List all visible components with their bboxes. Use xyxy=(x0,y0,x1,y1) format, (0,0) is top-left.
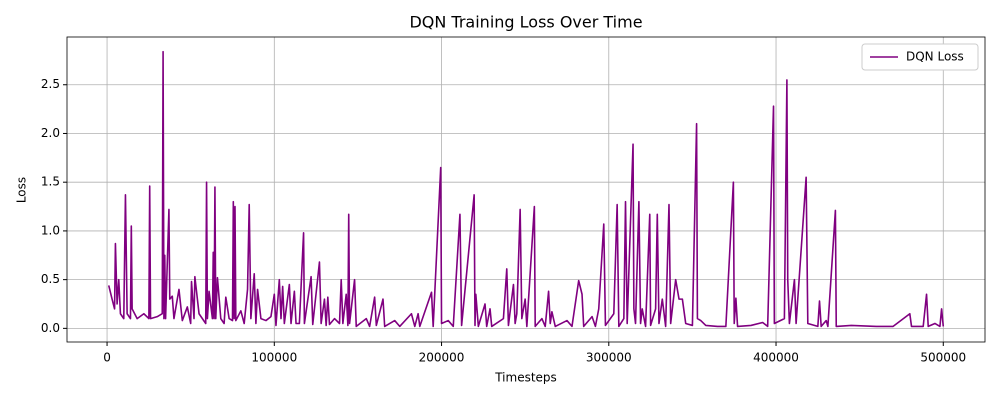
chart-title: DQN Training Loss Over Time xyxy=(409,13,642,32)
y-tick-label: 0.5 xyxy=(41,272,60,286)
plot-frame xyxy=(66,36,986,343)
legend-label: DQN Loss xyxy=(906,50,964,64)
legend-box xyxy=(861,43,979,71)
x-tick-label: 500000 xyxy=(920,351,966,365)
x-tick-label: 0 xyxy=(103,351,111,365)
data-line xyxy=(107,50,945,328)
y-tick-label: 2.0 xyxy=(41,126,60,140)
x-tick-label: 300000 xyxy=(586,351,632,365)
y-tick-label: 1.0 xyxy=(41,223,60,237)
x-axis-label: Timesteps xyxy=(494,371,557,385)
x-tick-label: 200000 xyxy=(419,351,465,365)
y-tick-label: 0.0 xyxy=(41,321,60,335)
y-tick-label: 1.5 xyxy=(41,175,60,189)
y-axis-label: Loss xyxy=(15,177,29,203)
x-tick-label: 400000 xyxy=(753,351,799,365)
x-tick-label: 100000 xyxy=(251,351,297,365)
y-tick-label: 2.5 xyxy=(41,77,60,91)
